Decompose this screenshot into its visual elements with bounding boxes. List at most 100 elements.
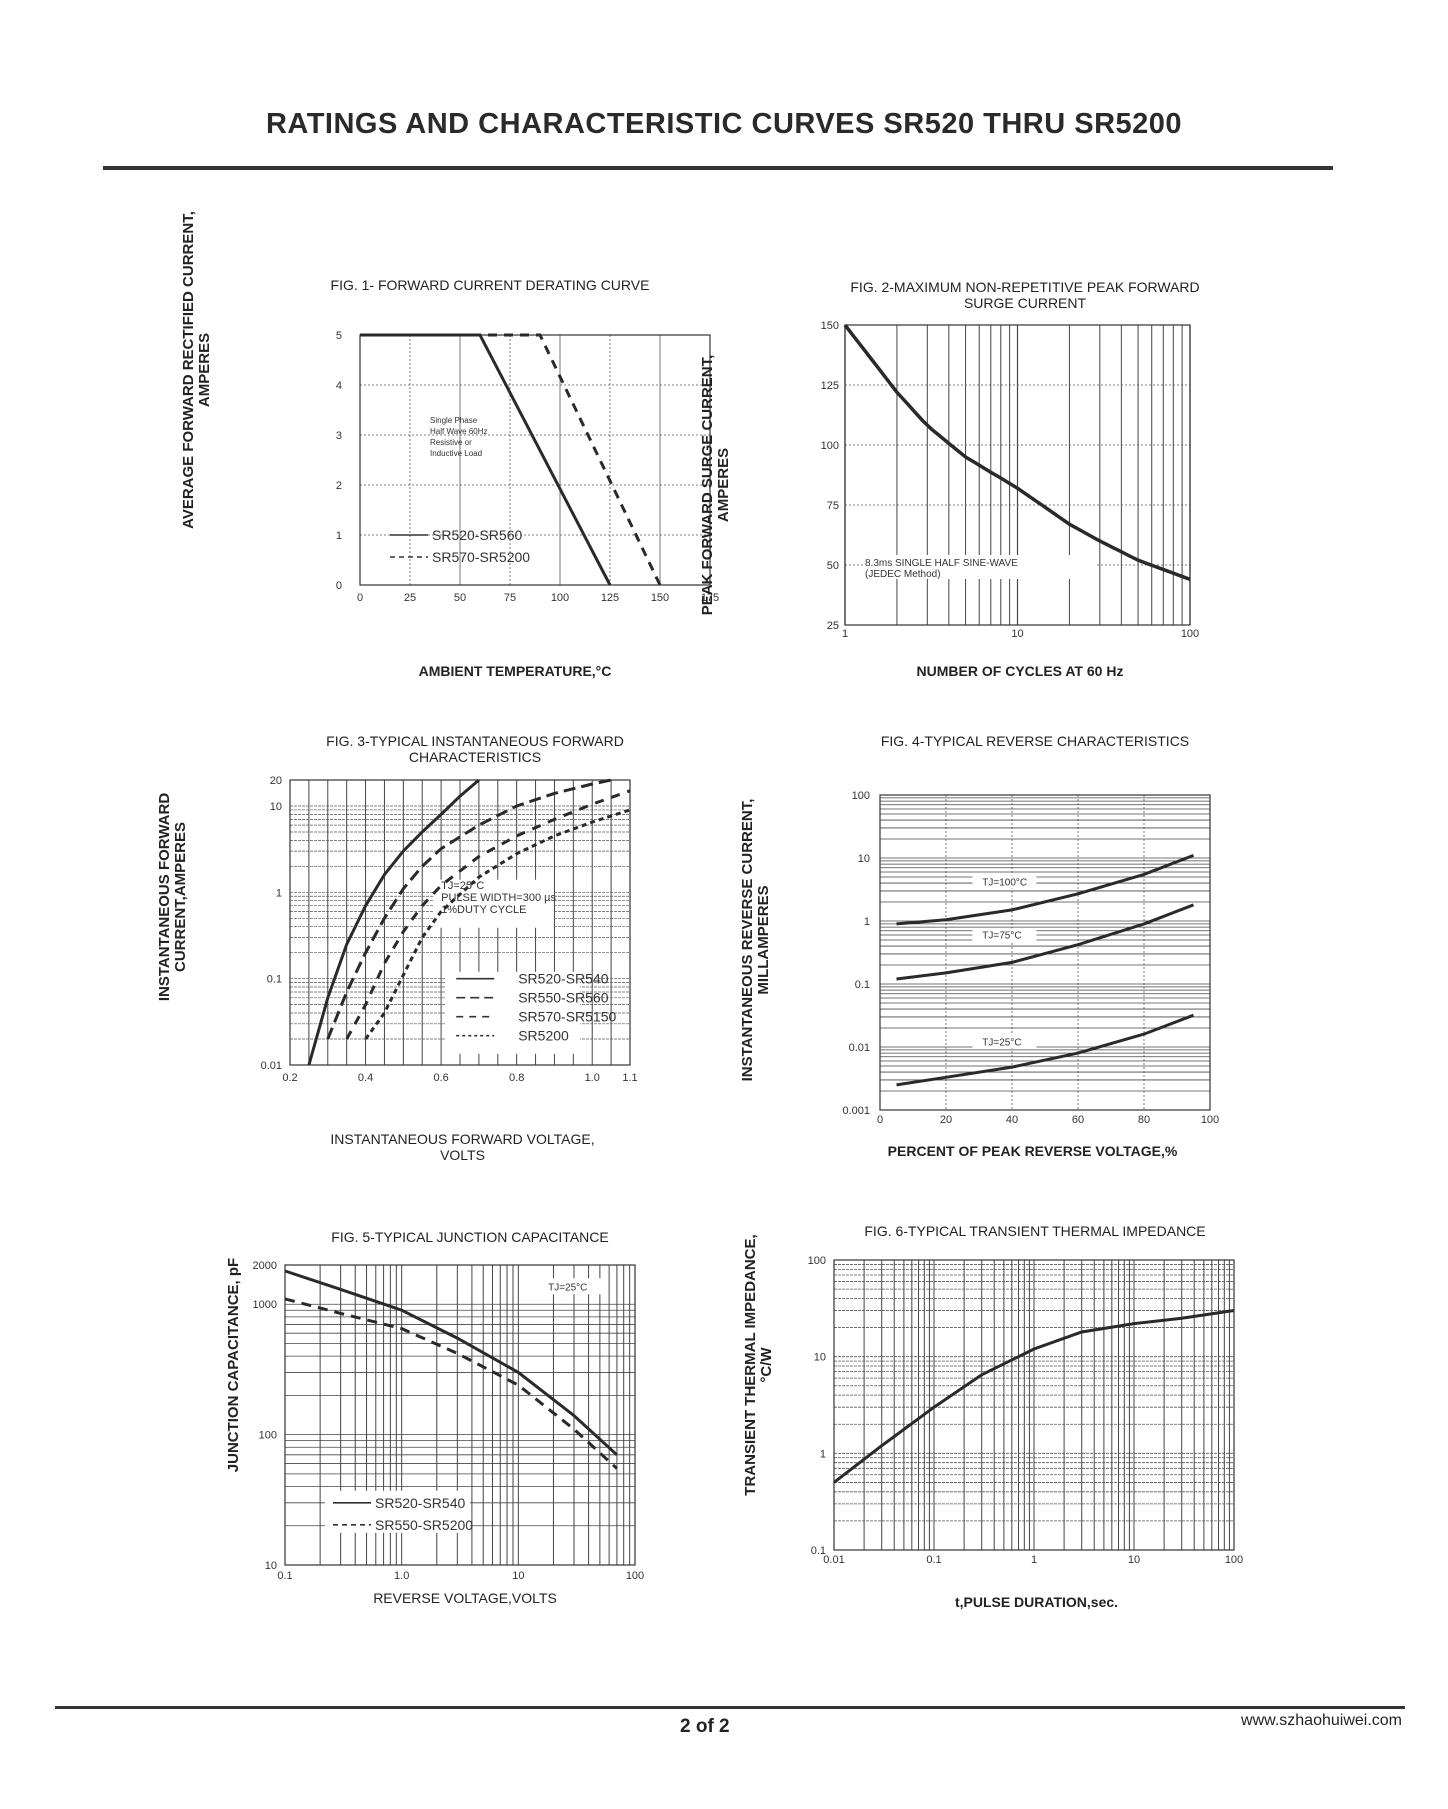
fig6-series-1 <box>833 1309 1235 1484</box>
fig2-svg: 1 10 100 25 50 75 100 125 150 8.3ms SINGLE HALF S… <box>821 320 1200 640</box>
fig1-annotation: Half Wave 60Hz <box>430 427 488 436</box>
fig3-annotation: PULSE WIDTH=300 µs <box>441 892 556 904</box>
fig5-legend-bg <box>325 1490 470 1533</box>
fig2-ytick: 150 <box>821 320 839 332</box>
fig1-xtick: 0 <box>357 592 363 604</box>
fig2-ylabel: PEAK FORWARD SURGE CURRENT, AMPERES <box>699 354 732 616</box>
fig1-ytick: 2 <box>336 480 342 492</box>
fig2-chart: 1 10 100 25 50 75 100 125 150 8.3ms SINGLE HALF S… <box>821 320 1200 640</box>
fig5-xtick: 100 <box>626 1570 644 1582</box>
fig2-xtick: 1 <box>842 628 848 640</box>
fig5-ytick: 10 <box>265 1560 277 1572</box>
fig2-ytick: 100 <box>821 440 839 452</box>
fig5-svg: TJ=25°C 0.1 1.0 10 100 10 100 1000 2000 SR520-SR5… <box>253 1260 645 1582</box>
fig1-svg: 0 25 50 75 100 125 150 175 0 1 2 3 4 5 Single Phase Hal… <box>336 330 719 604</box>
fig5-xlabel: REVERSE VOLTAGE,VOLTS <box>373 1590 557 1606</box>
fig1-annotation: Single Phase <box>430 416 478 425</box>
fig5-annotation: TJ=25°C <box>548 1282 587 1293</box>
fig3-ytick: 10 <box>270 801 282 813</box>
fig4-svg: 0 20 40 60 80 100 0.001 0.01 0.1 1 10 100 TJ=100°C TJ… <box>842 790 1219 1126</box>
fig4-xlabel: PERCENT OF PEAK REVERSE VOLTAGE,% <box>887 1143 1178 1159</box>
fig3-title: FIG. 3-TYPICAL INSTANTANEOUS FORWARD CHAR… <box>326 733 624 765</box>
fig2-xlabel: NUMBER OF CYCLES AT 60 Hz <box>916 663 1124 679</box>
fig2-annotation: (JEDEC Method) <box>865 569 941 580</box>
fig1-annotation: Resistive or <box>430 438 472 447</box>
fig6-chart: 0.01 0.1 1 10 100 0.1 1 10 100 <box>808 1255 1244 1566</box>
fig4-label-bg-2 <box>972 928 1037 942</box>
fig1-xtick: 75 <box>504 592 516 604</box>
fig1-ytick: 5 <box>336 330 342 342</box>
fig2-xtick: 100 <box>1181 628 1199 640</box>
fig3-series-3 <box>345 789 631 1040</box>
fig1-xtick: 125 <box>601 592 619 604</box>
footer-url: www.szhaohuiwei.com <box>1241 1712 1402 1729</box>
fig5-chart: TJ=25°C 0.1 1.0 10 100 10 100 1000 2000 SR520-SR5… <box>253 1260 645 1582</box>
fig5-series-1 <box>284 1269 618 1456</box>
fig4-ytick: 0.001 <box>842 1105 870 1117</box>
fig6-xtick: 100 <box>1225 1554 1243 1566</box>
fig6-title: FIG. 6-TYPICAL TRANSIENT THERMAL IMPEDAN… <box>864 1223 1206 1239</box>
fig4-ytick: 100 <box>852 790 870 802</box>
fig2-xtick: 10 <box>1011 628 1023 640</box>
fig4-label-2: TJ=75°C <box>982 930 1021 941</box>
fig5-series-2 <box>284 1297 618 1470</box>
fig5-frame <box>284 1264 636 1566</box>
fig4-series-3 <box>896 1013 1195 1087</box>
fig6-xtick: 0.1 <box>926 1554 941 1566</box>
fig5-annotation-bg <box>535 1278 606 1295</box>
fig1-xtick: 100 <box>551 592 569 604</box>
fig1-series-2 <box>360 333 662 586</box>
fig3-annotation-bg <box>433 879 554 928</box>
fig3-annotation: 1%DUTY CYCLE <box>441 904 526 916</box>
fig1-xtick: 25 <box>404 592 416 604</box>
fig3-legend-bg <box>444 971 580 1054</box>
page-number: 2 of 2 <box>680 1716 730 1737</box>
fig1-ytick: 1 <box>336 530 342 542</box>
fig1-title: FIG. 1- FORWARD CURRENT DERATING CURVE <box>330 277 650 293</box>
footer-rule <box>55 1706 1405 1709</box>
fig1-ytick: 3 <box>336 430 342 442</box>
fig4-xtick: 20 <box>940 1114 952 1126</box>
fig4-label-bg-1 <box>972 875 1037 889</box>
fig5-xtick: 0.1 <box>277 1570 292 1582</box>
fig1-ytick: 0 <box>336 580 342 592</box>
fig1-xtick: 150 <box>651 592 669 604</box>
fig4-series-1 <box>896 853 1195 926</box>
fig5-legend-label-2: SR550-SR5200 <box>375 1517 473 1533</box>
fig1-frame <box>359 334 711 586</box>
fig1-ylabel: AVERAGE FORWARD RECTIFIED CURRENT, AMPERE… <box>180 211 213 529</box>
fig6-xtick: 1 <box>1031 1554 1037 1566</box>
fig4-label-3: TJ=25°C <box>982 1037 1021 1048</box>
fig5-ytick: 1000 <box>253 1299 277 1311</box>
fig3-frame <box>289 779 631 1066</box>
fig3-xtick: 1.0 <box>585 1072 600 1084</box>
fig4-label-bg-3 <box>972 1035 1037 1049</box>
fig4-label-1: TJ=100°C <box>982 877 1027 888</box>
fig6-ytick: 1 <box>820 1448 826 1460</box>
fig4-xtick: 80 <box>1138 1114 1150 1126</box>
fig1-legend-label-1: SR520-SR560 <box>432 527 522 543</box>
fig6-xlabel: t,PULSE DURATION,sec. <box>954 1594 1119 1610</box>
fig3-ytick: 1 <box>276 887 282 899</box>
fig4-chart: 0 20 40 60 80 100 0.001 0.01 0.1 1 10 100 TJ=100°C TJ… <box>842 775 1219 1126</box>
fig5-legend-label-1: SR520-SR540 <box>375 1495 465 1511</box>
fig2-frame <box>844 324 1191 626</box>
fig3-svg: 0.2 0.4 0.6 0.8 1.0 1.10.010.111020TJ=25°CPUL… <box>261 775 638 1084</box>
fig1-xlabel: AMBIENT TEMPERATURE,°C <box>418 663 612 679</box>
header-rule <box>103 166 1333 170</box>
fig3-xtick: 0.4 <box>358 1072 373 1084</box>
fig2-annotation: 8.3ms SINGLE HALF SINE-WAVE <box>865 558 1018 569</box>
fig1-annotation: Inductive Load <box>430 449 482 458</box>
fig3-legend-label-3: SR570-SR5150 <box>518 1009 616 1025</box>
fig6-xtick: 10 <box>1128 1554 1140 1566</box>
fig4-xtick: 60 <box>1072 1114 1084 1126</box>
fig2-title: FIG. 2-MAXIMUM NON-REPETITIVE PEAK FORWA… <box>850 279 1200 311</box>
fig2-annotation-bg <box>865 555 1095 579</box>
fig3-xlabel: INSTANTANEOUS FORWARD VOLTAGE, VOLTS <box>330 1131 595 1163</box>
fig5-xtick: 10 <box>512 1570 524 1582</box>
fig4-frame <box>879 794 1211 1111</box>
fig5-ytick: 2000 <box>253 1260 277 1272</box>
fig3-legend-label-2: SR550-SR560 <box>518 990 608 1006</box>
fig3-ylabel: INSTANTANEOUS FORWARD CURRENT,AMPERES <box>156 792 189 1002</box>
